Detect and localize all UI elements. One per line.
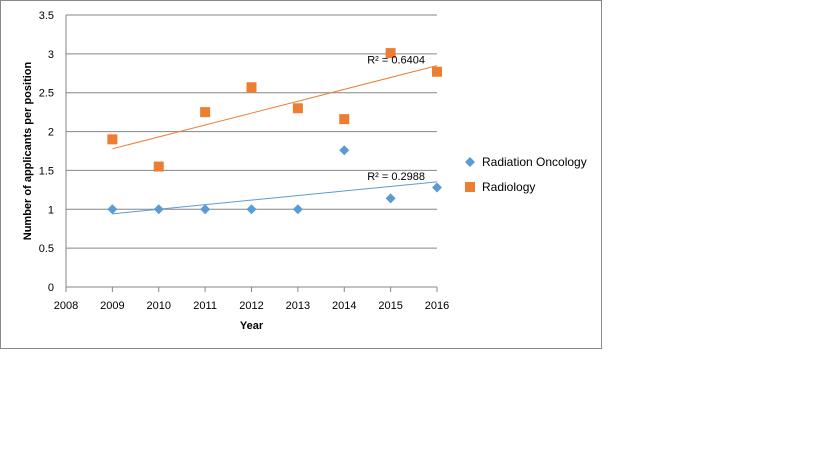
radiation-oncology-point (200, 204, 211, 215)
radiology-trendline (112, 65, 438, 150)
y-tick-label: 1.5 (39, 165, 54, 177)
radiation-oncology-r2-label: R² = 0.2988 (367, 171, 425, 183)
x-tick-label: 2013 (286, 300, 310, 312)
x-tick-label: 2016 (425, 300, 449, 312)
y-axis-title: Number of applicants per position (22, 61, 34, 240)
legend-radiation-oncology-marker (465, 157, 475, 167)
y-tick-label: 3 (48, 49, 54, 61)
chart-frame (0, 0, 602, 349)
radiology-point (107, 134, 118, 145)
radiology-point (385, 48, 396, 59)
radiation-oncology-point (107, 204, 118, 215)
y-tick-label: 1 (48, 204, 54, 216)
x-tick-label: 2014 (332, 300, 356, 312)
x-tick-label: 2009 (100, 300, 124, 312)
radiation-oncology-point (432, 182, 442, 193)
legend-radiology-label: Radiology (482, 180, 535, 194)
y-tick-label: 3.5 (39, 10, 54, 22)
y-tick-label: 2 (48, 127, 54, 139)
x-tick-label: 2012 (239, 300, 263, 312)
radiation-oncology-point (246, 204, 257, 215)
x-tick-label: 2008 (54, 300, 78, 312)
radiation-oncology-trendline (112, 181, 438, 215)
radiation-oncology-point (153, 204, 164, 215)
radiology-point (153, 161, 164, 172)
x-tick-label: 2011 (193, 300, 217, 312)
x-tick-label: 2015 (378, 300, 402, 312)
radiation-oncology-point (339, 145, 350, 156)
x-axis-title: Year (240, 320, 264, 332)
radiology-point (432, 66, 442, 77)
radiology-r2-label: R² = 0.6404 (367, 55, 425, 67)
y-tick-label: 0 (48, 282, 54, 294)
radiology-point (200, 107, 211, 118)
legend-radiation-oncology-label: Radiation Oncology (482, 155, 587, 169)
x-tick-label: 2010 (147, 300, 171, 312)
radiation-oncology-point (292, 204, 303, 215)
radiology-point (246, 82, 257, 93)
y-tick-label: 0.5 (39, 243, 54, 255)
y-tick-label: 2.5 (39, 88, 54, 100)
legend-radiology-marker (465, 182, 475, 192)
radiology-point (292, 103, 303, 114)
radiology-point (339, 114, 350, 125)
radiation-oncology-point (385, 193, 396, 204)
